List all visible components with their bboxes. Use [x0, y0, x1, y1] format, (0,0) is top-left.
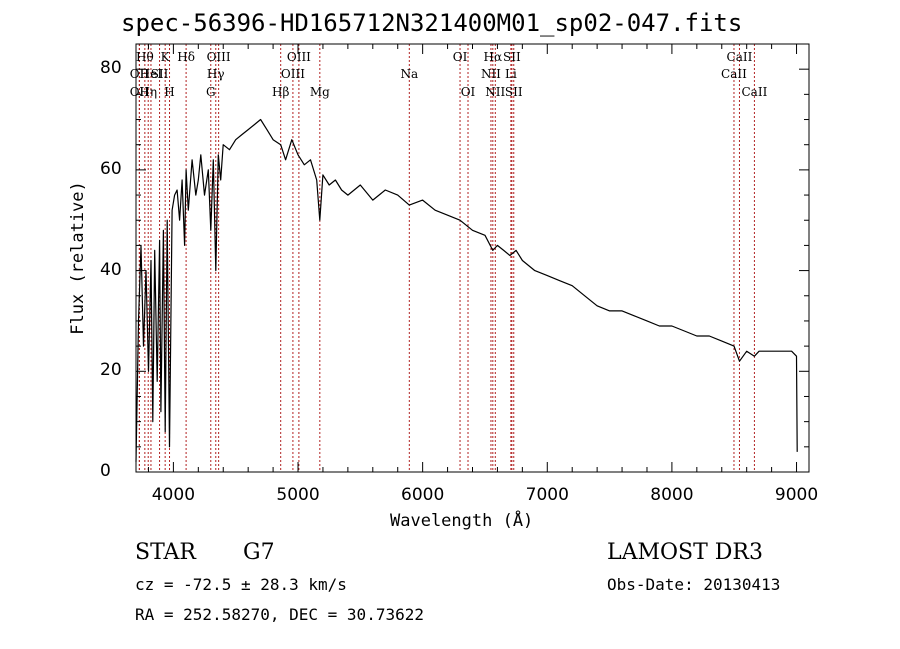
- y-tick-label-2: 40: [100, 259, 122, 280]
- line-label-4: HeI: [139, 67, 163, 81]
- survey-name: LAMOST DR3: [607, 540, 763, 565]
- line-label-11: OIII: [206, 50, 231, 64]
- line-label-23: SII: [503, 50, 521, 64]
- line-label-7: H: [164, 85, 175, 99]
- series-layer: [135, 118, 798, 462]
- line-label-1: OII: [129, 85, 150, 99]
- line-label-5: SII: [150, 67, 169, 81]
- spectral-line-markers: [138, 44, 755, 472]
- y-tick-label-3: 60: [100, 158, 122, 179]
- line-label-14: OIII: [286, 50, 311, 64]
- x-axis-label: Wavelength (Å): [390, 511, 534, 531]
- line-label-2: Hθ: [135, 50, 154, 64]
- line-label-3: Hη: [139, 85, 158, 99]
- line-label-20: Hα: [483, 50, 503, 64]
- line-label-22: Li: [504, 67, 517, 81]
- line-label-9: G: [205, 85, 216, 99]
- x-tick-label-5: 9000: [774, 485, 819, 505]
- x-tick-label-1: 5000: [276, 485, 320, 505]
- y-axis-label: Flux (relative): [68, 181, 88, 335]
- line-label-27: CaII: [741, 85, 768, 99]
- line-label-15: Mg: [309, 85, 330, 99]
- plot-frame: [135, 43, 810, 473]
- object-class: STAR: [135, 540, 196, 565]
- line-label-26: CaII: [726, 50, 753, 64]
- series-line-flux: [135, 118, 798, 462]
- chart-title: spec-56396-HD165712N321400M01_sp02-047.f…: [121, 9, 743, 37]
- line-label-13: OIII: [280, 67, 305, 81]
- x-tick-label-3: 7000: [525, 485, 569, 505]
- object-subclass: G7: [243, 540, 275, 565]
- line-label-10: Hγ: [206, 67, 225, 81]
- coordinates: RA = 252.58270, DEC = 30.73622: [135, 605, 424, 624]
- line-label-18: OI: [460, 85, 476, 99]
- line-label-16: Na: [400, 67, 419, 81]
- axis-ticks: [136, 44, 809, 473]
- line-label-17: OI: [452, 50, 468, 64]
- obs-date: Obs-Date: 20130413: [607, 575, 781, 594]
- y-tick-label-0: 0: [100, 461, 111, 481]
- x-tick-label-2: 6000: [401, 485, 445, 505]
- line-label-19: NII: [480, 67, 501, 81]
- line-label-8: Hδ: [177, 50, 195, 64]
- line-label-25: CaII: [721, 67, 747, 81]
- line-label-12: Hβ: [271, 85, 290, 99]
- y-tick-label-4: 80: [100, 58, 122, 79]
- x-tick-label-0: 4000: [151, 485, 196, 505]
- line-label-24: SII: [504, 85, 523, 99]
- y-tick-label-1: 20: [100, 360, 122, 381]
- redshift-cz: cz = -72.5 ± 28.3 km/s: [135, 575, 347, 594]
- line-label-6: K: [160, 50, 170, 64]
- x-tick-label-4: 8000: [650, 485, 694, 505]
- line-label-0: OII: [129, 67, 150, 81]
- line-label-21: NII: [485, 85, 506, 99]
